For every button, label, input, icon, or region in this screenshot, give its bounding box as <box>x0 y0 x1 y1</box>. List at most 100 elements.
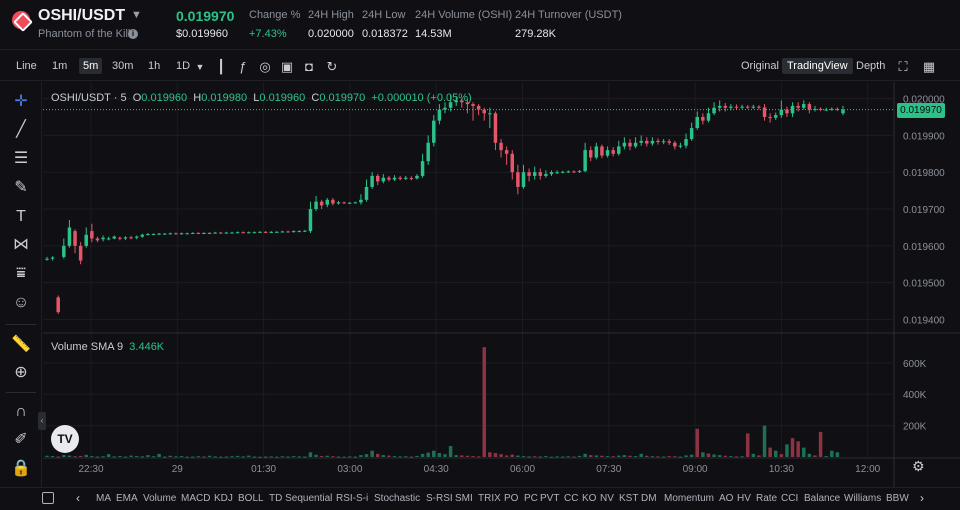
volume-bar <box>661 456 666 458</box>
indicator-item[interactable]: KO <box>582 493 597 504</box>
pattern-icon[interactable]: ⋈ <box>13 236 29 253</box>
indicator-item[interactable]: EMA <box>116 493 138 504</box>
volume-bar <box>762 425 767 457</box>
trendline-icon[interactable]: ╱ <box>16 121 26 138</box>
tradingview-logo[interactable]: TV <box>51 425 79 453</box>
horizontal-lines-icon[interactable]: ☰ <box>13 150 29 167</box>
candle-body <box>611 150 615 154</box>
indicator-item[interactable]: TRIX <box>478 493 501 504</box>
volume-bar <box>628 455 632 457</box>
indicator-item[interactable]: Williams <box>844 493 882 504</box>
interval-30m[interactable]: 30m <box>112 60 134 72</box>
volume-bar <box>572 456 576 458</box>
indicators-icon[interactable]: ƒ <box>239 59 247 74</box>
fib-icon[interactable]: ⩸ <box>16 265 26 282</box>
volume-bar <box>409 456 414 458</box>
info-icon[interactable]: i <box>128 29 138 39</box>
indicator-item[interactable]: Volume <box>143 493 177 504</box>
indicator-item[interactable]: DM <box>641 493 657 504</box>
magnet-icon[interactable]: ∩ <box>15 403 27 420</box>
ruler-icon[interactable]: 📏 <box>11 336 31 353</box>
brush-icon[interactable]: ✎ <box>14 179 28 196</box>
indicator-item[interactable]: KDJ <box>214 493 233 504</box>
interval-5m[interactable]: 5m <box>79 58 103 74</box>
collapse-sidebar-icon[interactable]: ‹ <box>38 412 46 430</box>
indicator-item[interactable]: CCI <box>781 493 799 504</box>
volume-bar <box>460 455 464 457</box>
candle-body <box>67 227 72 246</box>
text-tool-icon[interactable]: T <box>16 208 26 225</box>
chart-settings-gear-icon[interactable]: ⚙ <box>912 458 925 474</box>
indicator-item[interactable]: KST <box>619 493 639 504</box>
volume-bar <box>263 456 268 458</box>
interval-dropdown-icon[interactable]: ▼ <box>195 62 205 72</box>
volume-bar <box>482 347 486 457</box>
crosshair-icon[interactable]: ✛ <box>14 93 28 110</box>
interval-1h[interactable]: 1h <box>148 60 161 72</box>
zoom-in-icon[interactable]: ⊕ <box>14 364 28 381</box>
fullscreen-icon[interactable]: ⛶ <box>898 59 908 74</box>
scroll-left-icon[interactable]: ‹ <box>76 491 80 505</box>
stat-label: 24H Turnover (USDT) <box>515 9 622 21</box>
candle-body <box>118 237 122 239</box>
volume-bar <box>50 456 55 458</box>
candle-body <box>476 105 481 110</box>
indicator-item[interactable]: SMI <box>455 493 473 504</box>
interval-1d[interactable]: 1D <box>176 60 191 72</box>
calendar-icon[interactable] <box>42 492 54 504</box>
view-depth[interactable]: Depth <box>856 60 886 72</box>
layout-grid-icon[interactable]: ▦ <box>922 59 936 74</box>
trash-icon[interactable]: ▣ <box>280 59 294 74</box>
interval-line[interactable]: Line <box>16 60 37 72</box>
indicator-item[interactable]: BOLL <box>238 493 264 504</box>
indicator-item[interactable]: RSI-S-i <box>336 493 369 504</box>
interval-1m[interactable]: 1m <box>52 60 68 72</box>
indicator-item[interactable]: Rate <box>756 493 778 504</box>
indicator-item[interactable]: PVT <box>540 493 560 504</box>
volume-bar <box>656 456 660 458</box>
candle-body <box>734 106 739 108</box>
candle-body <box>62 245 66 257</box>
indicator-item[interactable]: BBW <box>886 493 909 504</box>
price-tick-label: 0.019600 <box>903 242 945 253</box>
time-tick-label: 01:30 <box>251 464 276 475</box>
view-original[interactable]: Original <box>741 60 779 72</box>
candlestick-chart[interactable]: 0.020000 0.019900 0.019800 0.019700 0.019600… <box>43 82 960 487</box>
candle-body <box>589 150 593 158</box>
lock-drawing-icon[interactable]: ✐ <box>14 431 28 448</box>
candle-body <box>185 233 189 235</box>
volume-bar <box>364 454 369 457</box>
scroll-right-icon[interactable]: › <box>920 491 924 505</box>
volume-bar <box>701 452 705 457</box>
indicator-item[interactable]: S-RSI <box>426 493 453 504</box>
chart-toolbar: Line 1m 5m 30m 1h 1D ▼ ┃ ƒ ◎ ▣ ◘ ↻ Origi… <box>0 55 960 81</box>
indicator-item[interactable]: TD Sequential <box>269 493 333 504</box>
volume-bar <box>516 455 520 457</box>
indicator-item[interactable]: NV <box>600 493 614 504</box>
indicator-item[interactable]: MA <box>96 493 111 504</box>
symbol-title[interactable]: OSHI/USDT <box>38 7 126 24</box>
candle-body <box>269 231 273 233</box>
settings-icon[interactable]: ◎ <box>259 59 271 74</box>
indicator-item[interactable]: PO <box>504 493 519 504</box>
indicator-item[interactable]: AO <box>719 493 734 504</box>
indicator-item[interactable]: Stochastic <box>374 493 421 504</box>
lock-icon[interactable]: 🔒 <box>11 460 31 477</box>
stat-label: 24H Low <box>362 9 406 21</box>
candle-body <box>471 104 475 106</box>
drawing-tools-sidebar: ✛ ╱ ☰ ✎ T ⋈ ⩸ ☺ 📏 ⊕ ∩ ✐ 🔒 <box>0 82 42 487</box>
volume-bar <box>342 456 346 458</box>
emoji-icon[interactable]: ☺ <box>12 294 30 311</box>
chart-area[interactable]: 0.020000 0.019900 0.019800 0.019700 0.019600… <box>38 82 960 487</box>
indicator-item[interactable]: MACD <box>181 493 211 504</box>
indicator-item[interactable]: CC <box>564 493 579 504</box>
reset-icon[interactable]: ↻ <box>326 59 338 74</box>
chevron-down-icon[interactable]: ▼ <box>131 9 142 21</box>
indicator-item[interactable]: Momentum <box>664 493 715 504</box>
indicator-item[interactable]: PC <box>524 493 538 504</box>
view-tradingview[interactable]: TradingView <box>782 58 853 74</box>
indicator-item[interactable]: HV <box>737 493 751 504</box>
camera-icon[interactable]: ◘ <box>305 59 313 74</box>
candle-type-icon[interactable]: ┃ <box>217 59 225 74</box>
indicator-item[interactable]: Balance <box>804 493 841 504</box>
